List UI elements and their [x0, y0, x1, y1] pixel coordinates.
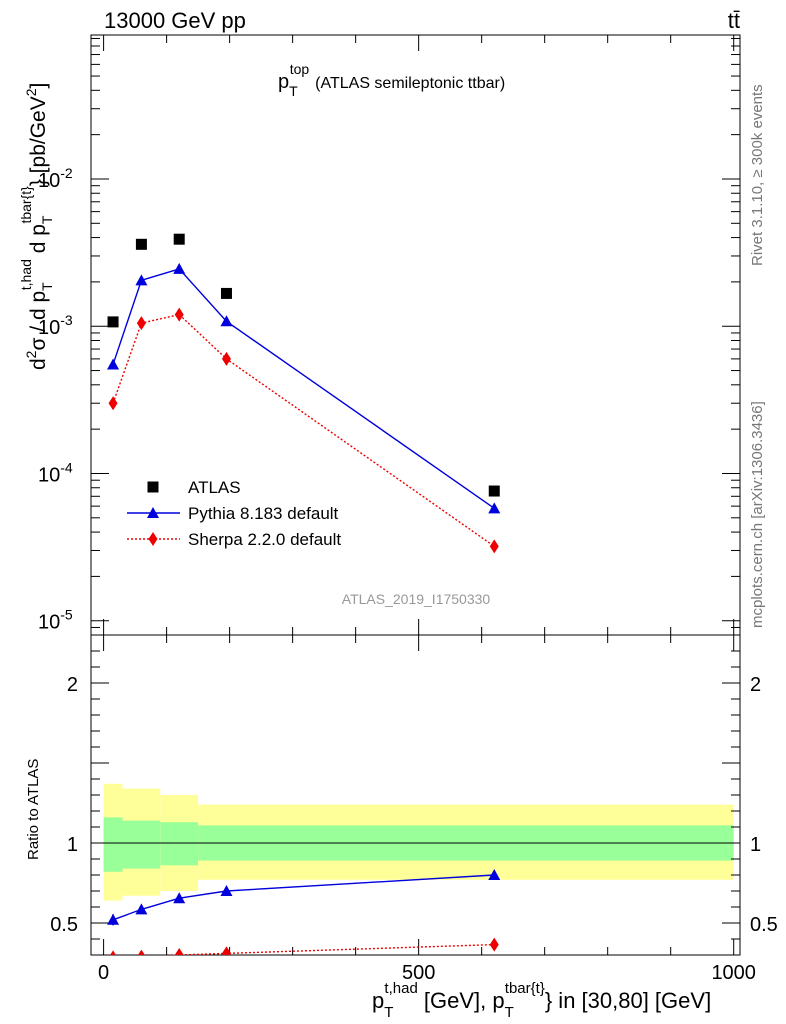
- atlas-point: [173, 233, 185, 245]
- ratio-y-tick-label-right: 0.5: [750, 914, 778, 936]
- x-tick-label: 1000: [711, 962, 756, 984]
- pythia-8-183-default-point: [220, 315, 233, 327]
- x-axis-label: pTt,had [GeV], pTtbar{t}} in [30,80] [Ge…: [372, 980, 711, 1021]
- ratio-band-green: [160, 822, 199, 866]
- sherpa-2-2-0-default-ratio-point: [137, 949, 145, 955]
- y-axis-label-main: d2σ / d pTt,had d pTtbar{t}} [pb/GeV2]: [18, 83, 55, 370]
- sherpa-2-2-0-default-point: [136, 316, 146, 331]
- legend: ATLAS Pythia 8.183 default Sherpa 2.2.0 de…: [127, 478, 341, 549]
- x-tick-label: 0: [98, 962, 109, 984]
- ratio-y-tick-label: 2: [67, 674, 78, 696]
- pythia-8-183-default-point: [488, 502, 501, 514]
- legend-label-pythia-8-183-default: Pythia 8.183 default: [188, 504, 339, 523]
- y-tick-label-main: 10-2: [38, 165, 73, 192]
- sherpa-2-2-0-default-point: [489, 539, 499, 554]
- atlas-point: [135, 238, 147, 250]
- ratio-band-green: [122, 820, 161, 869]
- process-label: tt̄: [728, 8, 740, 33]
- pythia-8-183-default-point: [135, 274, 148, 286]
- ratio-series: [107, 869, 501, 955]
- rivet-label: Rivet 3.1.10, ≥ 300k events: [749, 84, 766, 266]
- atlas-point: [220, 287, 232, 299]
- y-tick-label-main: 10-5: [38, 607, 73, 634]
- y-tick-label-main: 10-3: [38, 312, 73, 339]
- plot-title-sub: T: [289, 83, 298, 99]
- pythia-8-183-default-ratio-point: [135, 903, 148, 915]
- legend-marker-pythia-8-183-default: [147, 507, 159, 518]
- pythia-8-183-default-ratio-point: [107, 913, 120, 925]
- x-tick-label: 500: [402, 962, 435, 984]
- pythia-8-183-default-point: [107, 358, 120, 370]
- ratio-bands: [103, 783, 734, 901]
- plot-title-sup: top: [290, 61, 310, 77]
- ratio-y-tick-label: 1: [67, 834, 78, 856]
- y-axis-label-ratio: Ratio to ATLAS: [25, 759, 42, 860]
- pythia-8-183-default-ratio-point: [488, 869, 501, 880]
- energy-label: 13000 GeV pp: [104, 8, 246, 33]
- axis-ticks: [91, 35, 740, 956]
- atlas-point: [488, 485, 500, 497]
- legend-label-atlas: ATLAS: [188, 478, 241, 497]
- ratio-y-tick-label-right: 2: [750, 674, 761, 696]
- ratio-y-tick-label: 0.5: [50, 914, 78, 936]
- atlas-point: [107, 316, 119, 328]
- pythia-8-183-default-ratio-point: [220, 885, 233, 896]
- pythia-8-183-default-ratio-point: [173, 892, 186, 904]
- ratio-y-tick-label-right: 1: [750, 834, 761, 856]
- analysis-watermark: ATLAS_2019_I1750330: [342, 591, 491, 607]
- sherpa-2-2-0-default-point: [174, 307, 184, 322]
- plot-title-rest: (ATLAS semileptonic ttbar): [315, 75, 505, 92]
- plot-title-var: p: [278, 71, 289, 93]
- sherpa-2-2-0-default-ratio-point: [221, 946, 231, 955]
- mcplots-label: mcplots.cern.ch [arXiv:1306.3436]: [749, 401, 766, 628]
- legend-marker-sherpa-2-2-0-default: [148, 532, 158, 546]
- sherpa-2-2-0-default-ratio-point: [110, 950, 117, 955]
- legend-marker-atlas: [147, 481, 159, 493]
- sherpa-2-2-0-default-ratio-point: [489, 937, 499, 952]
- sherpa-2-2-0-default-point: [108, 396, 118, 411]
- pythia-8-183-default-point: [173, 262, 186, 274]
- ratio-band-green: [103, 817, 123, 872]
- sherpa-2-2-0-default-line: [112, 313, 495, 547]
- main-series: [107, 233, 501, 554]
- pythia-8-183-default-line: [112, 268, 495, 509]
- sherpa-2-2-0-default-point: [221, 351, 231, 366]
- y-tick-label-main: 10-4: [38, 459, 73, 486]
- axis-tick-labels: 0 500 1000 10-2 10-3 10-4 10-5 2 2 1 1 0.5 0.5: [38, 165, 778, 984]
- plot-title: pTtop (ATLAS semileptonic ttbar): [278, 61, 505, 99]
- legend-label-sherpa-2-2-0-default: Sherpa 2.2.0 default: [188, 530, 341, 549]
- sherpa-2-2-0-default-ratio-point: [174, 948, 184, 955]
